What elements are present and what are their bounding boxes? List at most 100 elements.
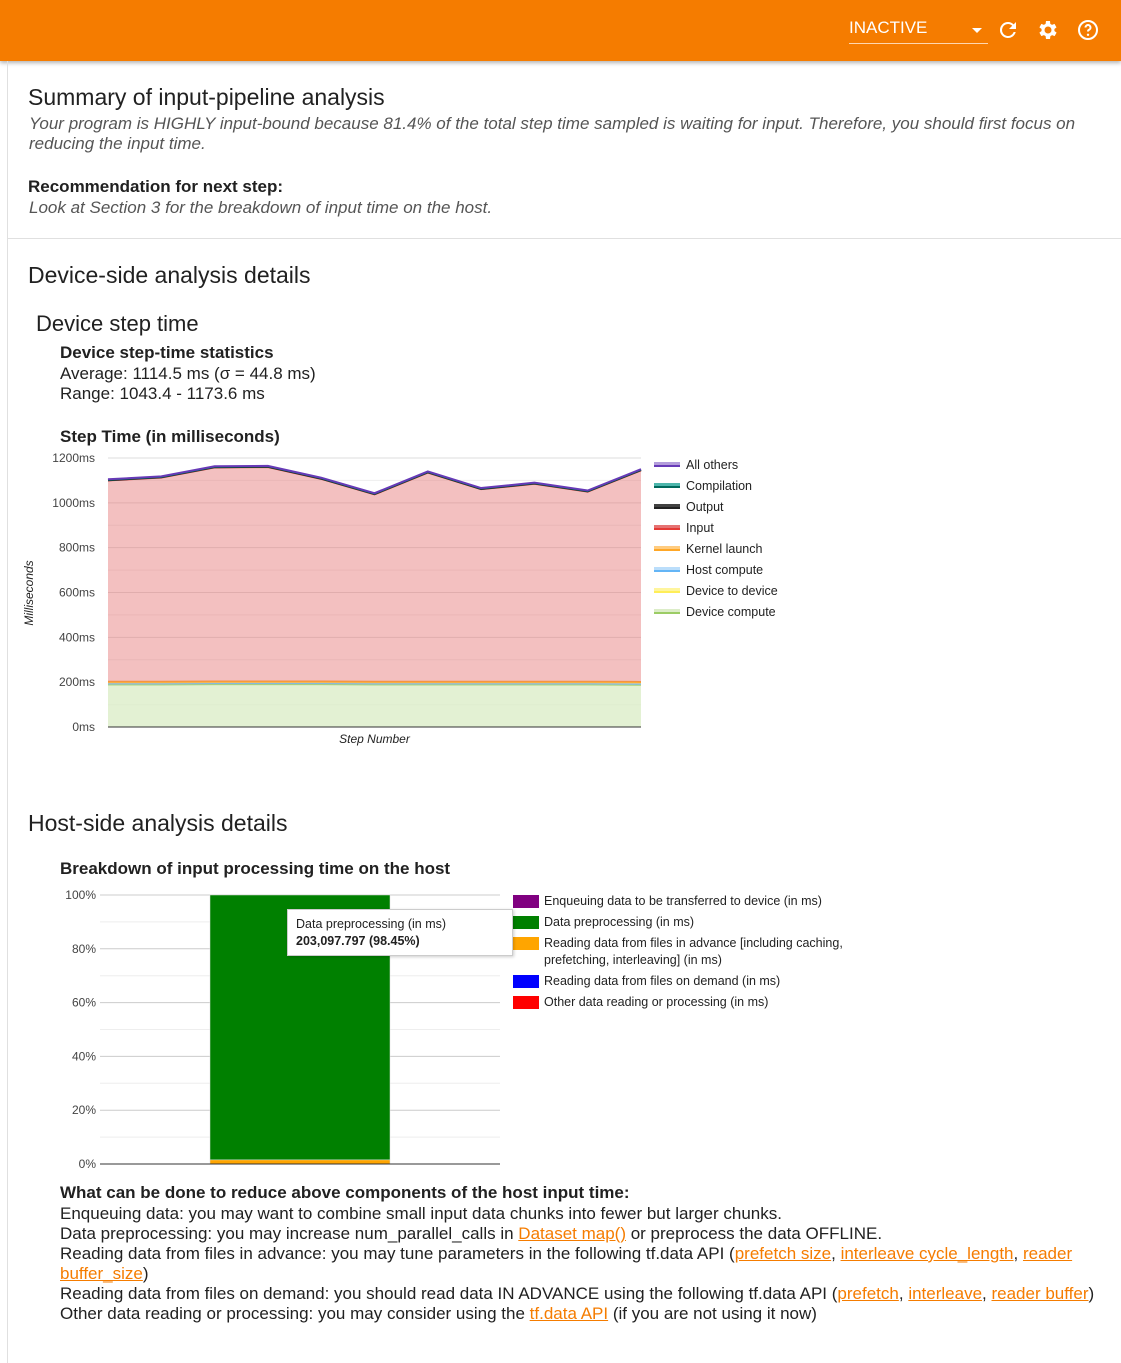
step-time-legend: All others Compilation Output Input Kernel l… [654, 454, 778, 622]
stats-range: Range: 1043.4 - 1173.6 ms [60, 384, 265, 403]
tf-data-api-link[interactable]: tf.data API [529, 1304, 609, 1323]
host-section-title: Host-side analysis details [28, 810, 288, 836]
refresh-icon[interactable] [996, 18, 1020, 42]
y-tick-label: 800ms [59, 541, 95, 555]
y-tick-label: 600ms [59, 586, 95, 600]
legend-item: Device compute [654, 601, 778, 622]
legend-swatch [513, 996, 539, 1009]
text: or preprocess the data OFFLINE. [626, 1224, 883, 1243]
legend-item: Device to device [654, 580, 778, 601]
y-axis-label: Milliseconds [22, 560, 36, 625]
legend-label: Enqueuing data to be transferred to devi… [544, 894, 822, 908]
text: ) [142, 1264, 149, 1283]
legend-label: Device compute [686, 604, 776, 619]
reader-buffer-link[interactable]: reader buffer [991, 1284, 1089, 1303]
recommendation-text: Look at Section 3 for the breakdown of i… [29, 198, 493, 217]
advice-enqueue: Enqueuing data: you may want to combine … [60, 1204, 782, 1223]
top-bar: INACTIVE [0, 0, 1121, 61]
legend-item: Input [654, 517, 778, 538]
device-section-title: Device-side analysis details [28, 262, 311, 288]
legend-item: Enqueuing data to be transferred to devi… [513, 893, 843, 910]
chart-tooltip: Data preprocessing (in ms) 203,097.797 (9… [287, 909, 513, 956]
area-device-compute [108, 684, 641, 727]
legend-item: Reading data from files on demand (in ms… [513, 973, 843, 990]
summary-title: Summary of input-pipeline analysis [28, 84, 385, 110]
legend-item: Host compute [654, 559, 778, 580]
prefetch-size-link[interactable]: prefetch size [734, 1244, 832, 1263]
y-tick-label: 100% [65, 888, 96, 902]
legend-label: Compilation [686, 478, 753, 493]
legend-item: Data preprocessing (in ms) [513, 914, 843, 931]
interleave-link[interactable]: interleave [908, 1284, 983, 1303]
dataset-map-link[interactable]: Dataset map() [518, 1224, 626, 1243]
legend-label: All others [686, 457, 739, 472]
advice-read-advance: Reading data from files in advance: you … [60, 1244, 1073, 1283]
legend-swatch [654, 588, 680, 593]
legend-swatch [654, 525, 680, 530]
y-tick-label: 1200ms [52, 451, 95, 465]
legend-swatch [654, 546, 680, 551]
legend-label: Reading data from files in advance [incl… [544, 936, 843, 967]
legend-label: Data preprocessing (in ms) [544, 915, 695, 929]
prefetch-link[interactable]: prefetch [837, 1284, 899, 1303]
host-chart-title: Breakdown of input processing time on th… [60, 859, 451, 878]
advice-title: What can be done to reduce above compone… [60, 1183, 630, 1202]
tooltip-value: 203,097.797 (98.45%) [296, 934, 420, 948]
legend-item: Reading data from files in advance [incl… [513, 935, 843, 969]
text: (if you are not using it now) [608, 1304, 817, 1323]
advice-list: Enqueuing data: you may want to combine … [60, 1204, 1100, 1324]
gear-icon[interactable] [1036, 18, 1060, 42]
y-tick-label: 1000ms [52, 496, 95, 510]
legend-swatch [654, 567, 680, 572]
x-axis-label: Step Number [339, 732, 411, 746]
legend-item: All others [654, 454, 778, 475]
bar-segment [209, 1159, 391, 1165]
legend-swatch [654, 462, 680, 467]
legend-swatch [513, 937, 539, 950]
interleave-cycle-length-link[interactable]: interleave cycle_length [840, 1244, 1014, 1263]
legend-item: Kernel launch [654, 538, 778, 559]
text: Reading data from files on demand: you s… [60, 1284, 838, 1303]
stats-title: Device step-time statistics [60, 343, 274, 362]
text: ) [1088, 1284, 1095, 1303]
host-legend: Enqueuing data to be transferred to devi… [513, 893, 843, 1015]
legend-label: Host compute [686, 562, 764, 577]
text: Other data reading or processing: you ma… [60, 1304, 530, 1323]
run-select[interactable]: INACTIVE [849, 18, 988, 44]
tooltip-label: Data preprocessing (in ms) [296, 917, 447, 931]
area-input [108, 466, 641, 682]
recommendation-label: Recommendation for next step: [28, 177, 284, 196]
step-time-chart-title: Step Time (in milliseconds) [60, 427, 280, 446]
stats-average: Average: 1114.5 ms (σ = 44.8 ms) [60, 364, 316, 383]
y-tick-label: 0ms [72, 720, 95, 734]
legend-item: Other data reading or processing (in ms) [513, 994, 843, 1011]
device-step-time-title: Device step time [36, 311, 199, 336]
legend-label: Output [686, 499, 724, 514]
legend-swatch [654, 483, 680, 488]
legend-swatch [654, 609, 680, 614]
text: Reading data from files in advance: you … [60, 1244, 735, 1263]
y-tick-label: 80% [72, 942, 96, 956]
divider [8, 238, 1121, 239]
advice-read-demand: Reading data from files on demand: you s… [60, 1284, 1095, 1303]
legend-label: Device to device [686, 583, 778, 598]
chevron-down-icon [972, 28, 982, 33]
run-select-value: INACTIVE [849, 18, 928, 37]
legend-swatch [513, 975, 539, 988]
help-icon[interactable] [1076, 18, 1100, 42]
text: Data preprocessing: you may increase num… [60, 1224, 519, 1243]
divider [7, 61, 8, 1363]
y-tick-label: 20% [72, 1103, 96, 1117]
legend-item: Output [654, 496, 778, 517]
step-time-chart: 0ms 200ms 400ms 600ms 800ms 1000ms 1200ms Step … [22, 451, 642, 746]
reader-buffer-size-link[interactable]: reader buffer_size [60, 1244, 1073, 1283]
legend-label: Input [686, 520, 714, 535]
y-tick-label: 40% [72, 1049, 96, 1063]
line-all-others [107, 464, 642, 495]
legend-item: Compilation [654, 475, 778, 496]
advice-preprocessing: Data preprocessing: you may increase num… [60, 1224, 1100, 1244]
legend-label: Kernel launch [686, 541, 763, 556]
y-tick-label: 0% [79, 1157, 97, 1171]
legend-label: Reading data from files on demand (in ms… [544, 974, 781, 988]
y-tick-label: 200ms [59, 675, 95, 689]
